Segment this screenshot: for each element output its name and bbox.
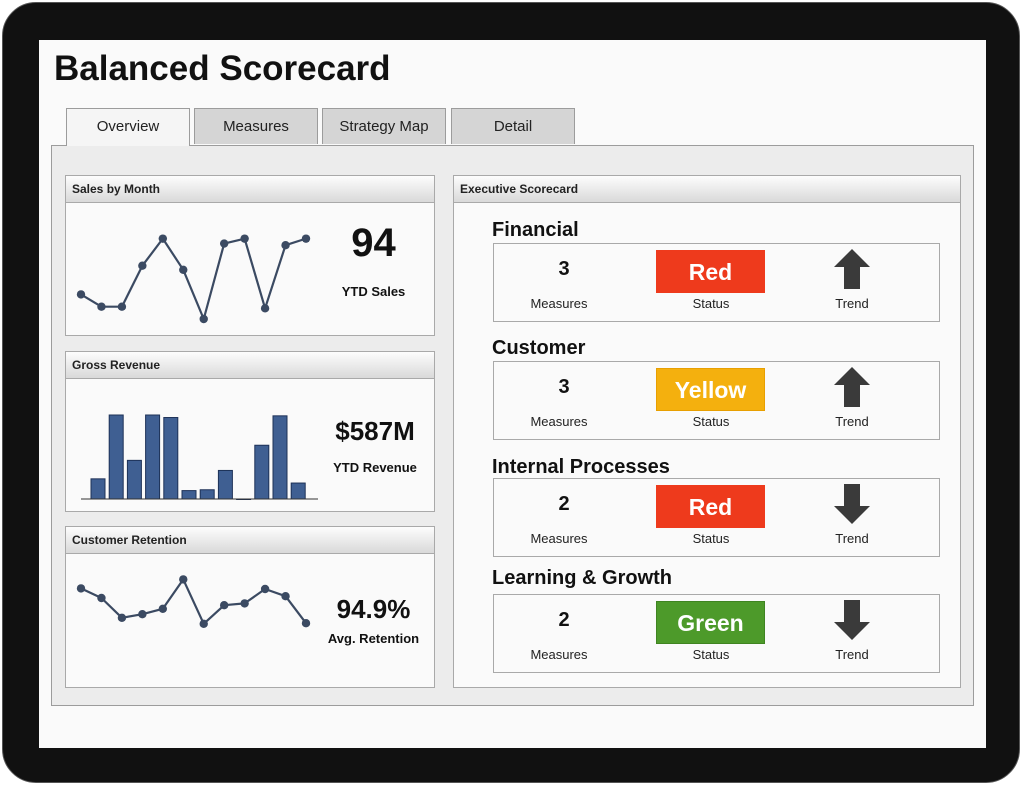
tab-overview[interactable]: Overview [66, 108, 190, 146]
revenue-bar [290, 482, 306, 500]
sales-point [301, 234, 311, 243]
measure-count: 2 [558, 609, 570, 631]
revenue-bar [145, 414, 161, 500]
tab-content-overview: Sales by Month 94 YTD Sales Gross Revenu… [51, 145, 974, 706]
sales-line [80, 237, 307, 321]
status-badge: Red [656, 485, 765, 528]
ytd-revenue-value: $587M [335, 416, 415, 446]
perspective-learning-growth[interactable]: 2 Measures Green Status Trend [493, 594, 940, 673]
retention-line [80, 578, 307, 625]
revenue-bar [217, 469, 233, 500]
ytd-sales-caption: YTD Sales [341, 284, 406, 299]
page-title: Balanced Scorecard [54, 49, 391, 88]
trend-down-arrow-icon [834, 484, 870, 524]
trend-caption: Trend [835, 647, 869, 662]
measures-caption: Measures [530, 647, 588, 662]
sales-point [97, 302, 106, 311]
status-caption: Status [692, 647, 730, 662]
retention-point [179, 575, 188, 584]
revenue-bar [199, 489, 215, 500]
sales-point [117, 302, 127, 311]
ytd-sales-value: 94 [351, 221, 396, 265]
measure-count: 3 [558, 376, 570, 398]
measure-count: 3 [558, 258, 570, 280]
avg-retention-value: 94.9% [336, 594, 411, 624]
perspective-learning-growth-title: Learning & Growth [492, 567, 672, 589]
sales-point [138, 261, 147, 270]
trend-caption: Trend [835, 414, 869, 429]
executive-scorecard-panel: Executive Scorecard Financial 3 Measures… [453, 175, 961, 688]
trend-down-arrow-icon [834, 600, 870, 640]
status-caption: Status [692, 296, 730, 311]
revenue-bar [181, 490, 197, 500]
retention-point [219, 601, 229, 610]
sales-point [240, 234, 249, 243]
tab-measures[interactable]: Measures [194, 108, 318, 144]
retention-panel-header: Customer Retention [66, 527, 434, 554]
revenue-bar [272, 415, 288, 500]
status-badge: Red [656, 250, 765, 293]
sales-point [260, 304, 270, 313]
revenue-bar [90, 478, 106, 500]
dashboard-screen: Balanced Scorecard Overview Measures Str… [39, 40, 986, 748]
retention-panel: Customer Retention 94.9% Avg. Retention [65, 526, 435, 688]
status-badge: Green [656, 601, 765, 644]
status-caption: Status [692, 531, 730, 546]
retention-point [97, 593, 106, 603]
perspective-internal-processes[interactable]: 2 Measures Red Status Trend [493, 478, 940, 557]
sales-panel-header: Sales by Month [66, 176, 434, 203]
sales-point [219, 239, 229, 248]
revenue-bar [126, 459, 142, 500]
trend-up-arrow-icon [834, 367, 870, 407]
perspective-financial-title: Financial [492, 219, 579, 241]
retention-point [76, 584, 86, 593]
tab-detail[interactable]: Detail [451, 108, 575, 144]
perspective-internal-processes-title: Internal Processes [492, 456, 670, 478]
perspective-customer-title: Customer [492, 337, 586, 359]
revenue-bar-chart [81, 414, 318, 500]
retention-point [281, 592, 290, 601]
retention-point [138, 610, 147, 619]
measures-caption: Measures [530, 296, 588, 311]
retention-point [199, 619, 208, 628]
sales-point [158, 234, 168, 243]
revenue-bar [163, 417, 179, 500]
retention-point [158, 604, 168, 613]
revenue-bar [254, 444, 270, 500]
sales-point [199, 314, 208, 324]
measures-caption: Measures [530, 414, 588, 429]
perspective-customer[interactable]: 3 Measures Yellow Status Trend [493, 361, 940, 440]
status-badge: Yellow [656, 368, 765, 411]
retention-point [301, 619, 311, 628]
sales-panel: Sales by Month 94 YTD Sales [65, 175, 435, 336]
revenue-bar [108, 414, 124, 500]
revenue-panel: Gross Revenue $587M YTD Revenue [65, 351, 435, 512]
measures-caption: Measures [530, 531, 588, 546]
retention-point [240, 599, 249, 608]
retention-point [260, 584, 270, 594]
tab-strategy-map[interactable]: Strategy Map [322, 108, 446, 144]
retention-sparkline [76, 575, 311, 628]
sales-sparkline [76, 234, 311, 324]
trend-caption: Trend [835, 296, 869, 311]
ytd-revenue-caption: YTD Revenue [333, 460, 417, 475]
sales-point [179, 265, 188, 274]
status-caption: Status [692, 414, 730, 429]
revenue-panel-header: Gross Revenue [66, 352, 434, 379]
retention-point [117, 613, 127, 622]
trend-caption: Trend [835, 531, 869, 546]
scorecard-panel-header: Executive Scorecard [454, 176, 960, 203]
trend-up-arrow-icon [834, 249, 870, 289]
measure-count: 2 [558, 493, 570, 515]
sales-point [281, 241, 290, 250]
sales-point [76, 290, 86, 299]
avg-retention-caption: Avg. Retention [327, 631, 420, 646]
perspective-financial[interactable]: 3 Measures Red Status Trend [493, 243, 940, 322]
